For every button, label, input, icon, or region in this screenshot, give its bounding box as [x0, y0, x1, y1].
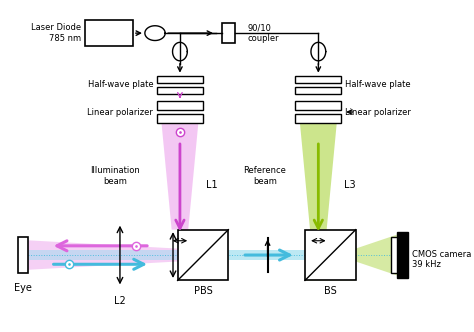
Text: Illumination
beam: Illumination beam: [91, 166, 140, 186]
Bar: [157, 87, 203, 94]
Text: L2: L2: [114, 296, 126, 306]
Polygon shape: [162, 123, 199, 230]
Polygon shape: [356, 235, 397, 275]
Text: CMOS camera
39 kHz: CMOS camera 39 kHz: [411, 250, 471, 269]
Bar: [222, 23, 235, 43]
Bar: [18, 237, 27, 274]
Polygon shape: [228, 250, 305, 260]
Polygon shape: [178, 230, 228, 281]
Polygon shape: [27, 250, 178, 260]
Text: PBS: PBS: [193, 287, 212, 296]
Text: Reference
beam: Reference beam: [243, 166, 286, 186]
Text: Eye: Eye: [14, 283, 32, 293]
Polygon shape: [300, 123, 337, 230]
Polygon shape: [27, 240, 178, 270]
Bar: [295, 114, 341, 123]
Bar: [295, 87, 341, 94]
Bar: [397, 232, 408, 278]
Text: BS: BS: [324, 287, 337, 296]
Bar: [178, 230, 228, 281]
Text: 90/10
coupler: 90/10 coupler: [247, 24, 279, 43]
Bar: [295, 76, 341, 83]
Text: L1: L1: [206, 180, 218, 190]
Bar: [157, 101, 203, 110]
Polygon shape: [305, 230, 356, 281]
Bar: [295, 101, 341, 110]
Text: Half-wave plate: Half-wave plate: [88, 80, 153, 89]
Bar: [157, 76, 203, 83]
Text: Laser Diode
785 nm: Laser Diode 785 nm: [31, 24, 81, 43]
Bar: [157, 114, 203, 123]
Text: Linear polarizer: Linear polarizer: [87, 108, 153, 117]
Bar: [85, 20, 133, 46]
Bar: [305, 230, 356, 281]
Bar: [391, 237, 399, 274]
Text: Half-wave plate: Half-wave plate: [345, 80, 411, 89]
Text: L3: L3: [344, 180, 356, 190]
Text: Linear polarizer: Linear polarizer: [345, 108, 411, 117]
